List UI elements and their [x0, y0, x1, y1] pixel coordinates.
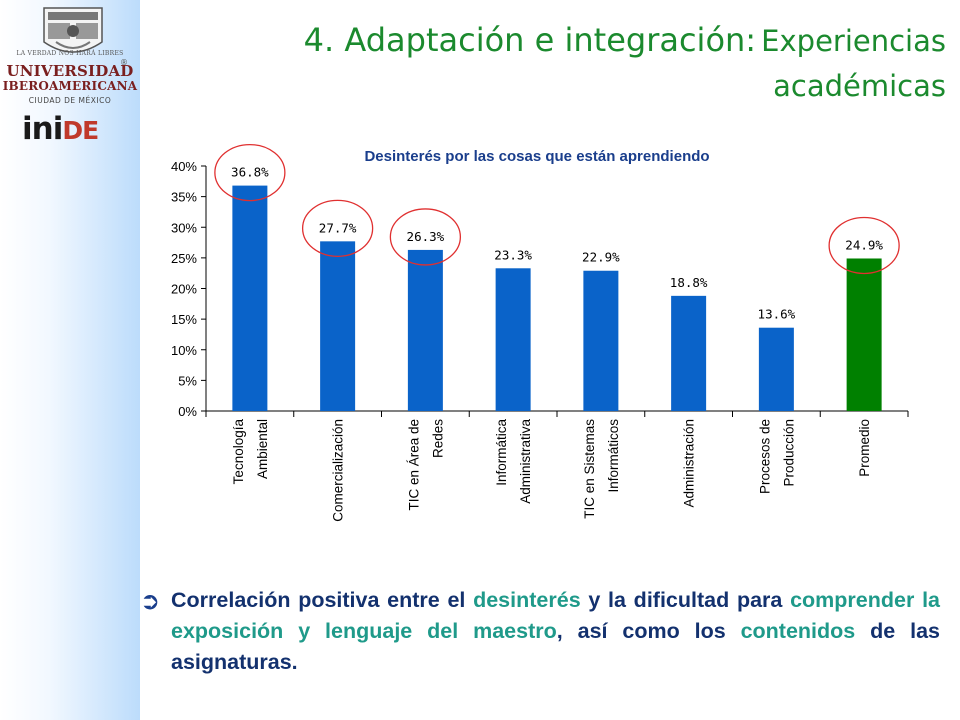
category-label: Redes: [430, 419, 445, 458]
y-tick-label: 35%: [171, 190, 197, 205]
category-label: Producción: [781, 419, 796, 487]
highlight-circle: [214, 143, 286, 202]
category-label: Promedio: [857, 419, 872, 477]
category-label: Procesos de: [757, 419, 772, 494]
category-label: Administración: [682, 419, 697, 508]
bar-chart: Desinterés por las cosas que están apren…: [171, 143, 909, 522]
university-city: CIUDAD DE MÉXICO: [28, 96, 112, 105]
page-title-part1: 4. Adaptación e integración:: [303, 21, 757, 59]
data-label: 26.3%: [407, 229, 445, 244]
bar: [758, 327, 794, 411]
category-label: Informáticos: [606, 419, 621, 493]
text-segment: de las asignaturas.: [171, 619, 940, 674]
category-label: TIC en Área de: [406, 419, 421, 511]
logo-motto: LA VERDAD NOS HARÁ LIBRES: [16, 50, 124, 57]
bar: [232, 185, 268, 411]
bar: [846, 258, 882, 411]
data-label: 24.9%: [845, 237, 883, 252]
university-name-line1: UNIVERSIDAD: [6, 62, 134, 80]
text-segment: Correlación positiva entre el: [171, 588, 474, 612]
y-tick-label: 20%: [171, 282, 197, 297]
y-tick-label: 30%: [171, 220, 197, 235]
highlight-circles: [214, 143, 900, 275]
highlight-circle: [389, 208, 462, 266]
bar: [583, 270, 619, 411]
category-label: Informática: [494, 419, 509, 486]
inide-logo-part1: ini: [22, 111, 63, 147]
x-axis-labels: Tecnología Ambiental Comercialización TIC e…: [231, 419, 872, 522]
chart-title: Desinterés por las cosas que están apren…: [364, 148, 709, 165]
data-label: 22.9%: [582, 250, 620, 265]
highlighted-phrase: desinterés: [473, 588, 581, 612]
y-tick-label: 15%: [171, 312, 197, 327]
category-label: Ambiental: [255, 419, 270, 479]
highlighted-phrase: contenidos: [740, 619, 856, 643]
bar: [407, 249, 443, 411]
data-label: 18.8%: [670, 275, 708, 290]
university-crest-icon: [43, 7, 103, 53]
y-axis-ticks: 0% 5% 10% 15% 20% 25% 30% 35% 40%: [171, 159, 206, 419]
page-title: 4. Adaptación e integración: Experiencia…: [166, 20, 946, 111]
bar: [671, 295, 707, 411]
conclusion-text: Correlación positiva entre el desinterés…: [171, 585, 940, 678]
highlighted-phrase: comprender la exposición y lenguaje del …: [171, 588, 940, 643]
university-name-line2: IBEROAMERICANA: [2, 79, 138, 93]
registered-mark: ®: [120, 58, 128, 67]
y-tick-label: 10%: [171, 343, 197, 358]
inide-logo: iniDE: [22, 111, 99, 147]
category-label: Tecnología: [231, 419, 246, 485]
y-tick-label: 0%: [178, 404, 197, 419]
y-tick-label: 5%: [178, 373, 197, 388]
category-label: Administrativa: [518, 419, 533, 504]
chart-axes: [205, 166, 909, 417]
y-tick-label: 25%: [171, 251, 197, 266]
data-label: 13.6%: [758, 307, 796, 322]
text-segment: , así como los: [556, 619, 741, 643]
text-segment: y la dificultad para: [580, 588, 791, 612]
data-labels: 36.8% 27.7% 26.3% 23.3% 22.9% 18.8% 13.6% 24.9%: [231, 165, 883, 322]
conclusion-bullet: ➲ Correlación positiva entre el desinter…: [140, 585, 940, 678]
y-tick-label: 40%: [171, 159, 197, 174]
category-label: TIC en Sistemas: [582, 419, 597, 519]
data-label: 27.7%: [319, 220, 357, 235]
chart-bars: [232, 185, 882, 411]
sidebar: LA VERDAD NOS HARÁ LIBRES ® UNIVERSIDAD …: [0, 0, 140, 720]
page-title-part2: Experiencias académicas: [761, 24, 946, 103]
highlight-circle: [828, 216, 900, 275]
inide-logo-part2: DE: [62, 116, 99, 145]
bar: [320, 241, 356, 411]
data-label: 36.8%: [231, 165, 269, 180]
category-label: Comercialización: [331, 419, 346, 522]
data-label: 23.3%: [494, 247, 532, 262]
bar: [495, 268, 531, 411]
bullet-arrow-icon: ➲: [140, 587, 161, 615]
highlight-circle: [301, 199, 374, 257]
